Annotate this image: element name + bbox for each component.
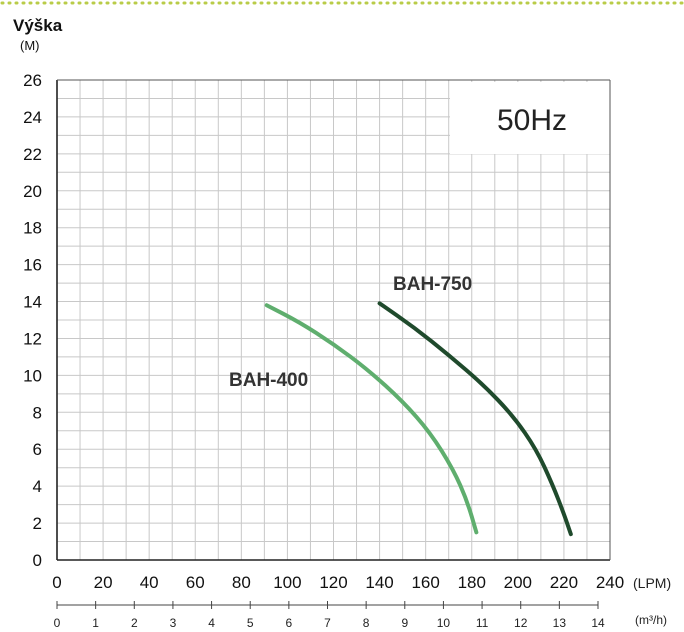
x-tick-label: 120 <box>319 573 347 592</box>
y-axis-unit: (M) <box>20 38 40 53</box>
y-tick-label: 0 <box>33 551 42 570</box>
y-tick-label: 2 <box>33 514 42 533</box>
x2-tick-label: 11 <box>476 616 489 630</box>
x-tick-label: 40 <box>140 573 159 592</box>
top-dotted-border <box>0 1 684 5</box>
series-label-bah-400: BAH-400 <box>229 370 308 391</box>
x2-tick-label: 12 <box>514 616 528 630</box>
x-tick-label: 220 <box>550 573 578 592</box>
x2-tick-label: 5 <box>247 616 254 630</box>
x-tick-label: 0 <box>52 573 61 592</box>
x2-tick-label: 1 <box>92 616 99 630</box>
y-tick-label: 6 <box>33 440 42 459</box>
y-tick-label: 8 <box>33 403 42 422</box>
x-tick-label: 20 <box>94 573 113 592</box>
x-tick-label: 160 <box>411 573 439 592</box>
series-line-bah-400 <box>264 303 479 535</box>
x-tick-label: 140 <box>365 573 393 592</box>
y-tick-label: 18 <box>23 219 42 238</box>
x2-tick-label: 8 <box>363 616 370 630</box>
x-tick-labels: 0 20 40 60 80 100 120 140 160 180 200 220 240 <box>52 573 624 592</box>
y-tick-label: 16 <box>23 256 42 275</box>
x-tick-label: 80 <box>232 573 251 592</box>
y-tick-label: 10 <box>23 366 42 385</box>
y-tick-label: 20 <box>23 182 42 201</box>
y-tick-label: 26 <box>23 71 42 90</box>
grid <box>56 79 611 561</box>
x-tick-label: 100 <box>273 573 301 592</box>
x2-tick-label: 14 <box>591 616 605 630</box>
y-tick-label: 12 <box>23 329 42 348</box>
y-axis-title: Výška <box>13 16 63 35</box>
series-labels: BAH-400 BAH-750 <box>229 274 472 391</box>
x-tick-label: 180 <box>458 573 486 592</box>
x2-tick-label: 4 <box>208 616 215 630</box>
x2-tick-label: 13 <box>553 616 567 630</box>
x2-tick-label: 3 <box>170 616 177 630</box>
y-tick-label: 22 <box>23 145 42 164</box>
x-tick-label: 200 <box>504 573 532 592</box>
x-tick-label: 60 <box>186 573 205 592</box>
y-tick-label: 24 <box>23 108 42 127</box>
x2-tick-label: 10 <box>437 616 451 630</box>
annotation-background <box>450 82 610 154</box>
plot-frame <box>56 79 611 561</box>
series-line-bah-750 <box>377 301 573 537</box>
frequency-label: 50Hz <box>497 104 567 137</box>
x-tick-label: 240 <box>596 573 624 592</box>
x2-tick-label: 0 <box>54 616 61 630</box>
y-tick-label: 4 <box>33 477 42 496</box>
annotation-box: 50Hz <box>450 82 610 154</box>
curves <box>264 301 573 537</box>
x2-tick-label: 7 <box>324 616 331 630</box>
y-tick-label: 14 <box>23 293 42 312</box>
series-label-bah-750: BAH-750 <box>393 274 472 295</box>
secondary-x-axis: 0 1 2 3 4 5 6 7 8 9 10 11 12 13 14 <box>54 601 605 630</box>
x2-tick-label: 2 <box>131 616 138 630</box>
x-axis-unit: (LPM) <box>633 575 671 591</box>
x2-tick-label: 9 <box>401 616 408 630</box>
x2-axis-unit: (m³/h) <box>635 613 667 627</box>
x2-tick-label: 6 <box>286 616 293 630</box>
